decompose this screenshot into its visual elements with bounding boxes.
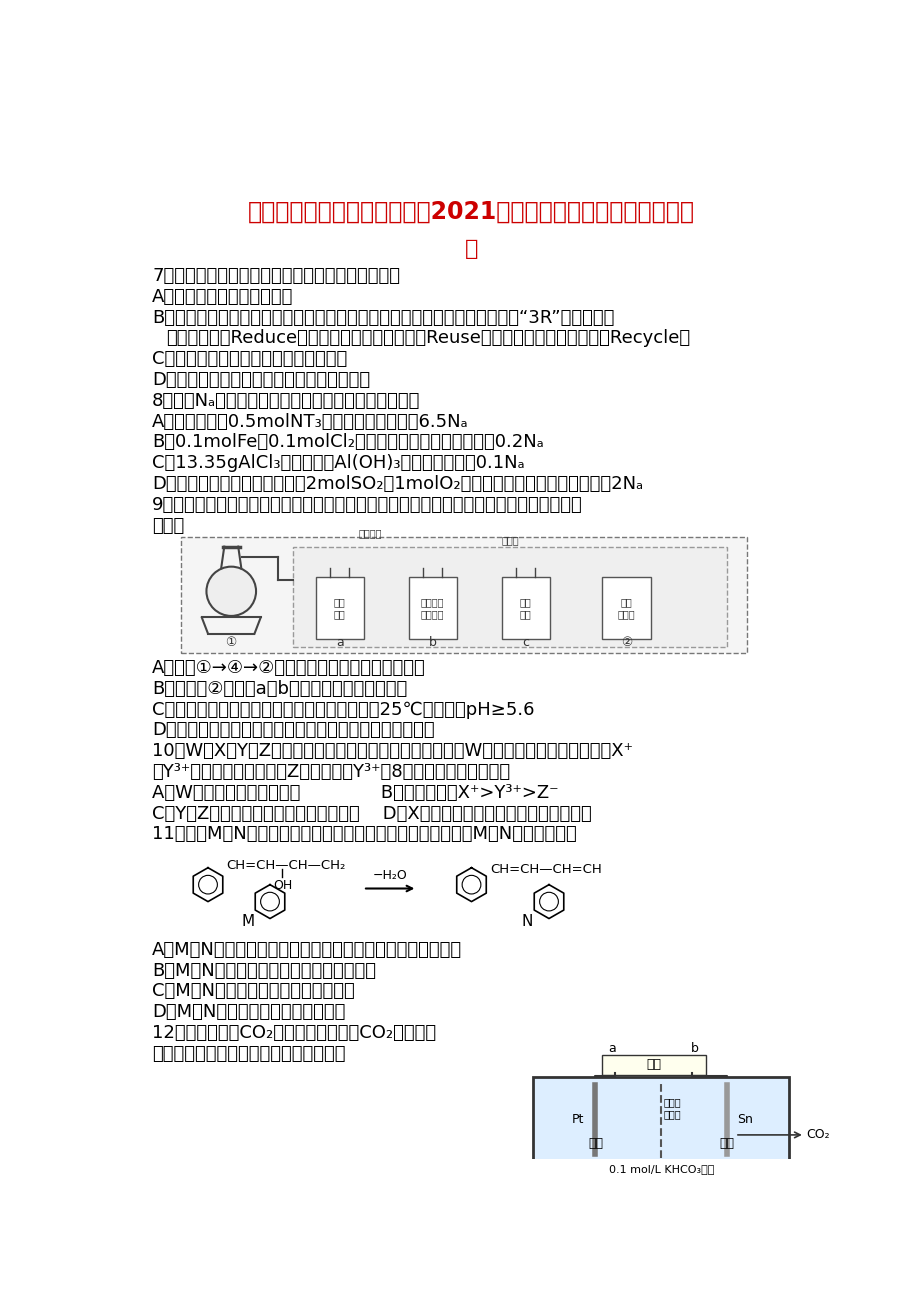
Text: C．M、N均能使酸性高锄酸鿠溶液褪色: C．M、N均能使酸性高锄酸鿠溶液褪色 xyxy=(152,983,355,1000)
FancyBboxPatch shape xyxy=(293,547,726,647)
Text: 题: 题 xyxy=(464,238,478,259)
Text: C．若圆底烧瓶内砖粉过量，充分反应后恢复到25℃，溶液的pH≥5.6: C．若圆底烧瓶内砖粉过量，充分反应后恢复到25℃，溶液的pH≥5.6 xyxy=(152,700,534,719)
Text: 酸性研础
酸钉溶液: 酸性研础 酸钉溶液 xyxy=(421,598,444,618)
Text: 确的是: 确的是 xyxy=(152,517,184,535)
Text: B．若装置②只保留a、b，同样可以达到实验目的: B．若装置②只保留a、b，同样可以达到实验目的 xyxy=(152,680,407,698)
FancyBboxPatch shape xyxy=(408,577,456,639)
Text: b: b xyxy=(690,1042,698,1055)
Text: D．一定条件下的密闭容器中，2molSO₂和1molO₂催化反应充分发生后分子总数为2Nₐ: D．一定条件下的密闭容器中，2molSO₂和1molO₂催化反应充分发生后分子总… xyxy=(152,475,642,493)
Circle shape xyxy=(206,566,255,616)
Text: M: M xyxy=(242,914,255,928)
Text: C．化石燃料完全燃烧不会造成大气污染: C．化石燃料完全燃烧不会造成大气污染 xyxy=(152,350,347,368)
Text: 澄清
石灰水: 澄清 石灰水 xyxy=(617,598,635,618)
Text: 7．化学与社会、生活密切相关。下列说法错误的是: 7．化学与社会、生活密切相关。下列说法错误的是 xyxy=(152,267,400,285)
Text: A．若按①→④→②顺序连接，可检验所有气体产物: A．若按①→④→②顺序连接，可检验所有气体产物 xyxy=(152,659,425,677)
Text: ①: ① xyxy=(225,637,236,648)
Text: 电源: 电源 xyxy=(645,1059,661,1072)
Text: A．标准状况下0.5molNT₃分子中所含中子数为6.5Nₐ: A．标准状况下0.5molNT₃分子中所含中子数为6.5Nₐ xyxy=(152,413,469,431)
Text: 12．电解法利用CO₂制备甲酸盐可实现CO₂资源化利: 12．电解法利用CO₂制备甲酸盐可实现CO₂资源化利 xyxy=(152,1025,436,1042)
Text: D．M、N分子所有原子均可能共平面: D．M、N分子所有原子均可能共平面 xyxy=(152,1004,346,1021)
Text: 11．已知M、N是合成某功能高分子材料的中间产物，下列关于M、N说法正确的是: 11．已知M、N是合成某功能高分子材料的中间产物，下列关于M、N说法正确的是 xyxy=(152,825,576,844)
Text: 品红
溶液: 品红 溶液 xyxy=(334,598,346,618)
Text: C．13.35gAlCl₃水解形成的Al(OH)₃胶体粒子数小于0.1Nₐ: C．13.35gAlCl₃水解形成的Al(OH)₃胶体粒子数小于0.1Nₐ xyxy=(152,454,524,473)
Text: A．蚕丝属于天然高分子材料: A．蚕丝属于天然高分子材料 xyxy=(152,288,293,306)
Text: N: N xyxy=(521,914,532,928)
Text: b: b xyxy=(428,637,437,648)
Text: 9．下图所示为某同学设计的检验浓硫酸和砖反应所得气体产物的实验装置图。下列说法正: 9．下图所示为某同学设计的检验浓硫酸和砖反应所得气体产物的实验装置图。下列说法正 xyxy=(152,496,583,514)
FancyBboxPatch shape xyxy=(181,538,746,652)
Text: 少资源消耗（Reduce）、增加资源的重复使用（Reuse）、提高资源的循环利用（Recycle）: 少资源消耗（Reduce）、增加资源的重复使用（Reuse）、提高资源的循环利用… xyxy=(166,329,689,348)
Text: ②: ② xyxy=(620,637,631,648)
Text: CO₂: CO₂ xyxy=(805,1129,829,1142)
Text: 和Y³⁺的电子层结构相同，Z的电子数比Y³⁺多8个，下列叙述正确的是: 和Y³⁺的电子层结构相同，Z的电子数比Y³⁺多8个，下列叙述正确的是 xyxy=(152,763,510,781)
Text: A．M、N都属于芳香烃，但既不是同系物，也不是同分异构体: A．M、N都属于芳香烃，但既不是同系物，也不是同分异构体 xyxy=(152,941,462,958)
Text: B．0.1molFe与0.1molCl₂完全反应后，转移的电子数为0.2Nₐ: B．0.1molFe与0.1molCl₂完全反应后，转移的电子数为0.2Nₐ xyxy=(152,434,543,452)
Text: B．M、N分别与液溨混合，均发生取代反应: B．M、N分别与液溨混合，均发生取代反应 xyxy=(152,962,376,979)
Text: A．W在自然界只有一种核素              B．半径大小：X⁺>Y³⁺>Z⁻: A．W在自然界只有一种核素 B．半径大小：X⁺>Y³⁺>Z⁻ xyxy=(152,784,558,802)
Text: 0.1 mol/L KHCO₃溶液: 0.1 mol/L KHCO₃溶液 xyxy=(608,1164,713,1174)
Text: D．实验结束后，应按从下往上、从左往右的顺序拆卸装置: D．实验结束后，应按从下往上、从左往右的顺序拆卸装置 xyxy=(152,721,435,740)
Text: −H₂O: −H₂O xyxy=(372,870,407,883)
Text: 阳离子
交换膜: 阳离子 交换膜 xyxy=(663,1098,681,1118)
Text: 10．W、X、Y、Z为原子序数依次增大的短周期主族元素，W的原子核外只有六个电子，X⁺: 10．W、X、Y、Z为原子序数依次增大的短周期主族元素，W的原子核外只有六个电子… xyxy=(152,742,632,760)
FancyBboxPatch shape xyxy=(533,1077,789,1161)
Text: CH=CH—CH=CH: CH=CH—CH=CH xyxy=(490,863,601,876)
Text: CH=CH—CH—CH₂: CH=CH—CH—CH₂ xyxy=(226,859,346,872)
Text: 乙池: 乙池 xyxy=(719,1138,734,1150)
Text: 甲池: 甲池 xyxy=(587,1138,602,1150)
Text: C．Y与Z形成的化合物的水溶液呈弱酸性    D．X的最高价氧化物对应的水化物为弱碱: C．Y与Z形成的化合物的水溶液呈弱酸性 D．X的最高价氧化物对应的水化物为弱碱 xyxy=(152,805,591,823)
Text: a: a xyxy=(335,637,344,648)
FancyBboxPatch shape xyxy=(601,1055,705,1075)
Text: 8．已知Nₐ是阿伏加德罗常数的值，下列说法错误的是: 8．已知Nₐ是阿伏加德罗常数的值，下列说法错误的是 xyxy=(152,392,420,410)
Text: 四川省宜宾市叙州区第二中学2021届高三化学上学期第一次月考试: 四川省宜宾市叙州区第二中学2021届高三化学上学期第一次月考试 xyxy=(248,201,694,224)
Text: Sn: Sn xyxy=(736,1113,753,1126)
Text: c: c xyxy=(522,637,528,648)
Text: 棉花团: 棉花团 xyxy=(501,535,518,546)
Text: 木炭粉端: 木炭粉端 xyxy=(358,527,382,538)
FancyBboxPatch shape xyxy=(602,577,650,639)
Text: D．中国古代用明矾溶液清洗铜镜表面的铜锈: D．中国古代用明矾溶液清洗铜镜表面的铜锈 xyxy=(152,371,370,389)
Text: a: a xyxy=(608,1042,616,1055)
Text: B．雾霞纪录片《稹顶之下》，提醒人们必须十分重视环境问题，提倍资源的“3R”利用，即减: B．雾霞纪录片《稹顶之下》，提醒人们必须十分重视环境问题，提倍资源的“3R”利用… xyxy=(152,309,614,327)
Text: 品红
溶液: 品红 溶液 xyxy=(519,598,531,618)
Text: 用，其装置如图所示：下列说法错误的是: 用，其装置如图所示：下列说法错误的是 xyxy=(152,1044,346,1062)
FancyBboxPatch shape xyxy=(315,577,363,639)
Text: Pt: Pt xyxy=(571,1113,584,1126)
FancyBboxPatch shape xyxy=(501,577,550,639)
Text: OH: OH xyxy=(272,879,291,892)
